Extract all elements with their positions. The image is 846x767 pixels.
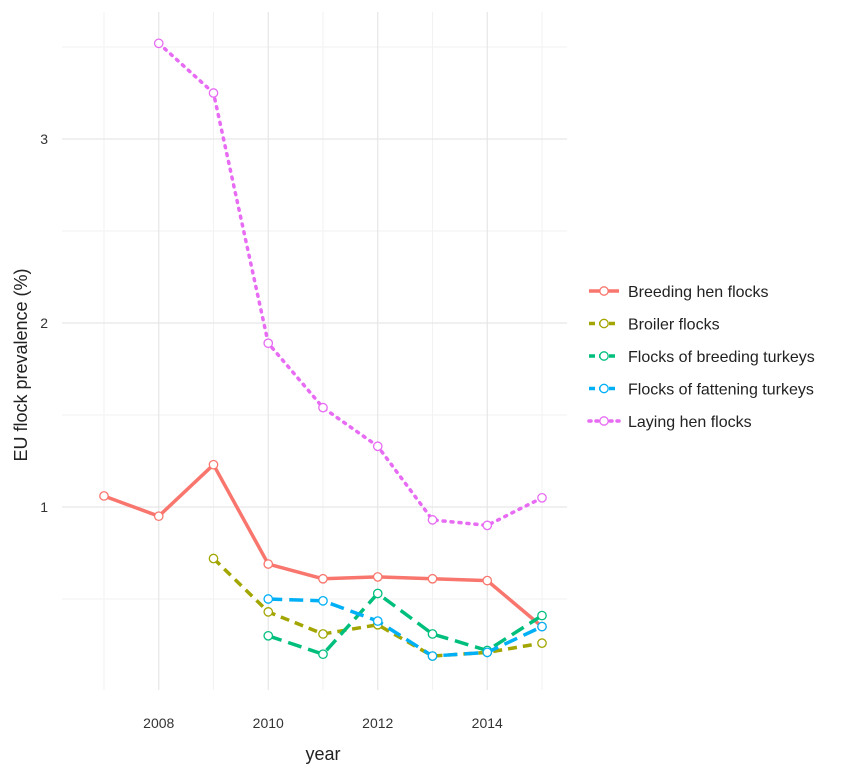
data-point xyxy=(318,573,328,584)
data-point xyxy=(537,610,547,621)
x-axis-title: year xyxy=(305,744,340,764)
data-point xyxy=(99,491,109,501)
x-tick-label: 2012 xyxy=(362,715,393,731)
legend-label: Flocks of breeding turkeys xyxy=(628,349,815,366)
legend-label: Laying hen flocks xyxy=(628,414,752,431)
data-point xyxy=(318,629,328,639)
series-line xyxy=(268,597,543,658)
y-axis-title: EU flock prevalence (%) xyxy=(11,268,31,461)
series-line xyxy=(267,591,543,656)
legend: Breeding hen flocks Broiler flocks Flocks … xyxy=(587,284,815,431)
data-point xyxy=(372,616,383,626)
legend-label: Flocks of fattening turkeys xyxy=(628,382,814,399)
data-point xyxy=(263,559,274,569)
y-tick-label: 2 xyxy=(40,315,48,331)
data-point xyxy=(318,649,328,660)
data-point xyxy=(537,621,547,632)
legend-item: Flocks of fattening turkeys xyxy=(589,382,814,399)
legend-item: Broiler flocks xyxy=(589,317,720,334)
series-line xyxy=(157,41,544,528)
grid xyxy=(62,12,567,690)
data-point xyxy=(427,651,438,661)
data-point xyxy=(263,338,274,349)
data-point xyxy=(263,630,274,641)
data-point xyxy=(153,38,164,49)
tick-labels: 2008 2010 2012 2014 1 2 3 xyxy=(40,131,503,731)
legend-label: Breeding hen flocks xyxy=(628,284,769,301)
x-tick-label: 2010 xyxy=(253,715,284,731)
legend-label: Broiler flocks xyxy=(628,317,720,334)
data-point xyxy=(318,595,328,606)
legend-item: Laying hen flocks xyxy=(587,414,752,431)
legend-key-point xyxy=(599,286,609,296)
data-point xyxy=(482,520,493,531)
data-point xyxy=(537,492,547,503)
data-point xyxy=(263,607,274,617)
data-point xyxy=(427,515,438,525)
series-layer xyxy=(99,38,547,661)
series-breeding-hen-flocks xyxy=(99,459,547,632)
legend-item: Flocks of breeding turkeys xyxy=(589,349,815,366)
data-point xyxy=(208,459,219,470)
y-tick-label: 3 xyxy=(40,131,48,147)
data-point xyxy=(372,572,383,582)
data-point xyxy=(372,588,383,599)
data-point xyxy=(153,511,164,522)
data-point xyxy=(427,573,438,584)
legend-key-point xyxy=(599,383,609,394)
data-point xyxy=(208,553,219,564)
x-tick-label: 2014 xyxy=(472,715,503,731)
legend-key-point xyxy=(599,318,609,329)
series-flocks-of-fattening-turkeys xyxy=(263,594,547,661)
data-point xyxy=(263,594,274,604)
data-point xyxy=(482,647,493,658)
legend-key-point xyxy=(599,416,609,426)
series-laying-hen-flocks xyxy=(153,38,547,531)
data-point xyxy=(372,441,383,452)
x-tick-label: 2008 xyxy=(143,715,174,731)
data-point xyxy=(208,88,219,98)
data-point xyxy=(537,638,547,649)
series-flocks-of-breeding-turkeys xyxy=(263,588,547,660)
data-point xyxy=(427,629,438,639)
data-point xyxy=(482,575,493,586)
legend-key-point xyxy=(599,351,609,361)
y-tick-label: 1 xyxy=(40,499,48,515)
legend-item: Breeding hen flocks xyxy=(589,284,769,301)
data-point xyxy=(318,402,328,413)
